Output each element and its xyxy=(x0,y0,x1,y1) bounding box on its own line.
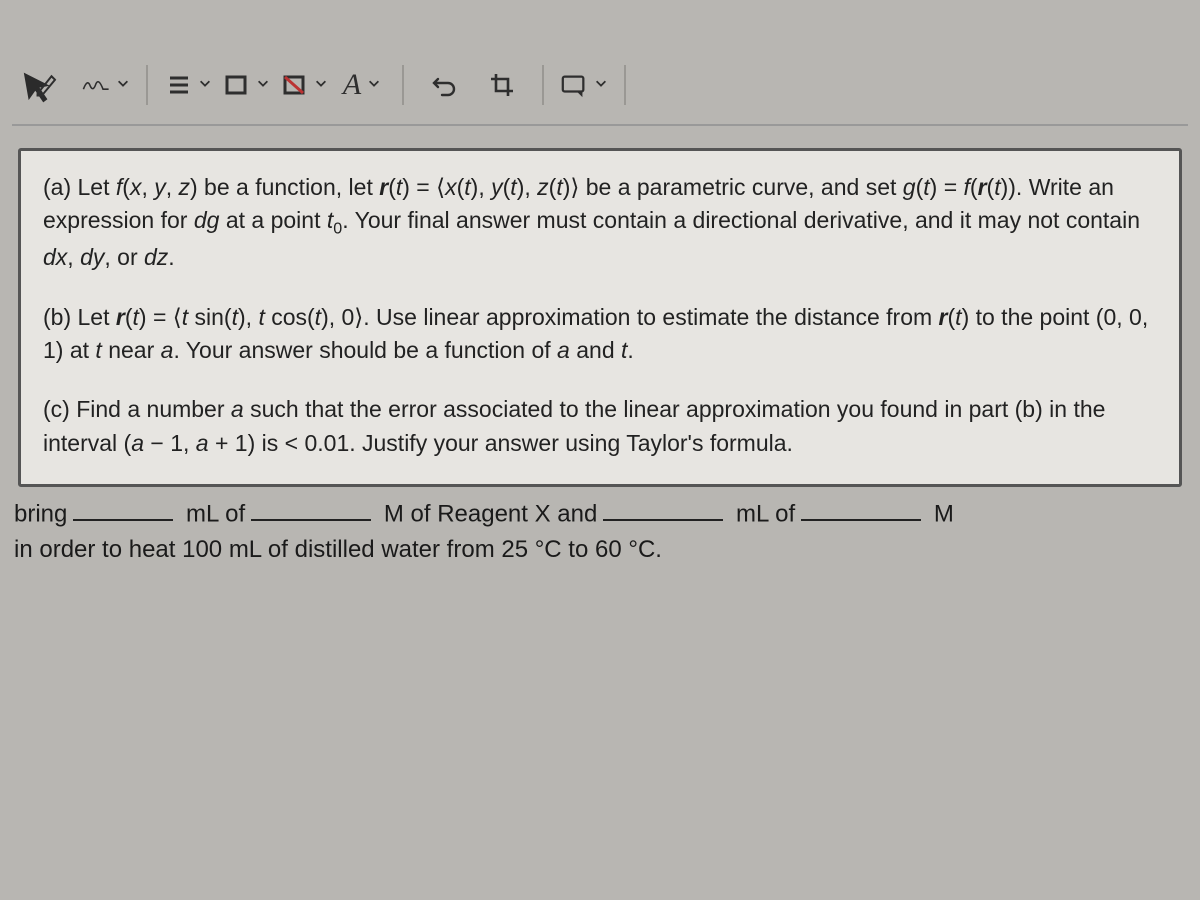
rectangle-fill-tool[interactable] xyxy=(278,64,330,106)
chevron-down-icon xyxy=(116,76,130,95)
note-tool[interactable] xyxy=(558,64,610,106)
annotation-toolbar: A xyxy=(12,50,1188,126)
chevron-down-icon xyxy=(314,76,328,95)
toolbar-divider xyxy=(624,65,626,105)
problem-part-a: (a) Let f(x, y, z) be a function, let r(… xyxy=(43,171,1157,275)
chevron-down-icon xyxy=(198,76,212,95)
fill-blank xyxy=(603,495,723,521)
toolbar-divider xyxy=(146,65,148,105)
background-text-line2: in order to heat 100 mL of distilled wat… xyxy=(14,532,1186,568)
signature-tool[interactable] xyxy=(80,64,132,106)
text-tool[interactable]: A xyxy=(336,64,388,106)
crop-tool[interactable] xyxy=(476,64,528,106)
chevron-down-icon xyxy=(367,76,381,95)
list-tool[interactable] xyxy=(162,64,214,106)
rectangle-outline-tool[interactable] xyxy=(220,64,272,106)
toolbar-divider xyxy=(402,65,404,105)
fill-blank xyxy=(251,495,371,521)
undo-button[interactable] xyxy=(418,64,470,106)
background-text: bring mL of M of Reagent X and mL of M i… xyxy=(14,495,1186,568)
fill-blank xyxy=(73,495,173,521)
problem-part-b: (b) Let r(t) = ⟨t sin(t), t cos(t), 0⟩. … xyxy=(43,301,1157,368)
fill-blank xyxy=(801,495,921,521)
chevron-down-icon xyxy=(256,76,270,95)
background-text-line1: bring mL of M of Reagent X and mL of M xyxy=(14,495,1186,532)
pen-tool[interactable] xyxy=(22,64,74,106)
chevron-down-icon xyxy=(594,76,608,95)
editor-area: A (a) Let f(x, y, z) be a function, let … xyxy=(0,50,1200,850)
problem-part-c: (c) Find a number a such that the error … xyxy=(43,393,1157,460)
toolbar-divider xyxy=(542,65,544,105)
problem-container: (a) Let f(x, y, z) be a function, let r(… xyxy=(18,148,1182,487)
